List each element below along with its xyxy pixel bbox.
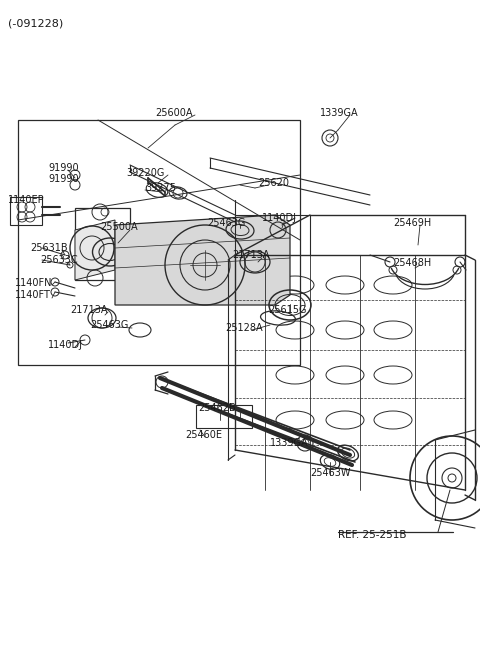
Text: 25631B: 25631B: [30, 243, 68, 253]
Text: 21713A: 21713A: [70, 305, 108, 315]
Text: 1140FT: 1140FT: [15, 290, 51, 300]
Text: 1140DJ: 1140DJ: [48, 340, 83, 350]
Text: 25633C: 25633C: [40, 255, 78, 265]
Text: 25460E: 25460E: [185, 430, 222, 440]
Text: 25128A: 25128A: [225, 323, 263, 333]
Polygon shape: [75, 220, 115, 280]
Polygon shape: [115, 215, 290, 305]
Text: 25500A: 25500A: [100, 222, 138, 232]
Text: 21713A: 21713A: [232, 250, 269, 260]
Text: 25620: 25620: [258, 178, 289, 188]
Text: 91990: 91990: [48, 163, 79, 173]
Text: 25463G: 25463G: [90, 320, 128, 330]
Text: 25615G: 25615G: [268, 305, 307, 315]
Text: 39220G: 39220G: [126, 168, 164, 178]
Text: 25468H: 25468H: [393, 258, 431, 268]
Text: 25462B: 25462B: [198, 403, 236, 413]
Text: REF. 25-251B: REF. 25-251B: [338, 530, 407, 540]
Text: 25463G: 25463G: [207, 218, 245, 228]
Text: 1339GA: 1339GA: [320, 108, 359, 118]
Text: 25469H: 25469H: [393, 218, 431, 228]
Text: 39275: 39275: [145, 183, 176, 193]
Text: 1140FN: 1140FN: [15, 278, 52, 288]
Text: 91990: 91990: [48, 174, 79, 184]
Text: 1140EP: 1140EP: [8, 195, 45, 205]
Text: 1339GA: 1339GA: [270, 438, 309, 448]
Text: 25600A: 25600A: [155, 108, 192, 118]
Text: 1140DJ: 1140DJ: [262, 213, 297, 223]
Text: 25463W: 25463W: [310, 468, 350, 478]
Text: (-091228): (-091228): [8, 18, 63, 28]
